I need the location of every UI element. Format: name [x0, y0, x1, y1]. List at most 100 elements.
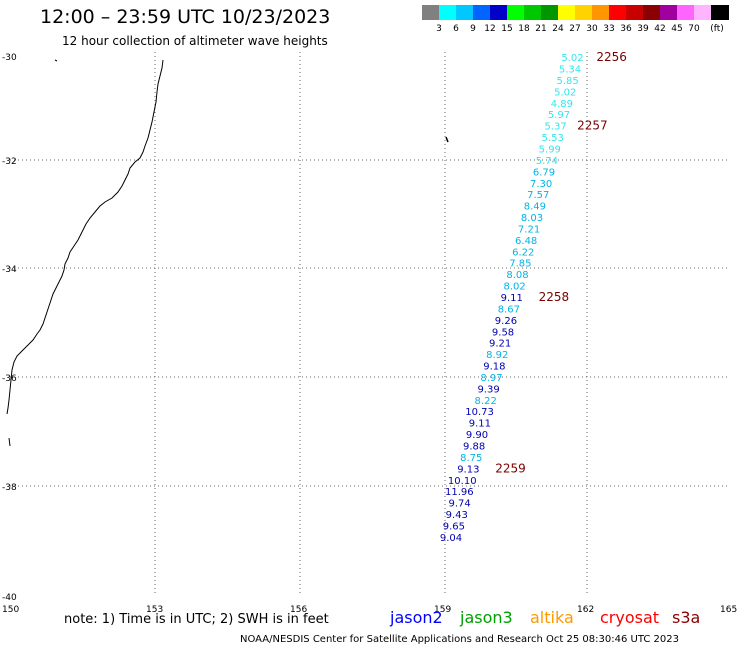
- legend-swatch: [541, 5, 559, 20]
- wave-height-label: 5.85: [556, 76, 578, 87]
- chart-subtitle: 12 hour collection of altimeter wave hei…: [62, 34, 328, 48]
- legend-label: 6: [453, 24, 459, 34]
- legend-label: 42: [654, 24, 666, 34]
- wave-height-label: 8.22: [475, 396, 497, 407]
- wave-height-label: 5.99: [539, 144, 561, 155]
- time-marker-label: 2258: [539, 290, 570, 304]
- legend-swatch: [456, 5, 474, 20]
- wave-height-label: 5.37: [544, 122, 566, 133]
- satellite-s3a: s3a: [672, 608, 701, 627]
- wave-height-label: 6.22: [512, 247, 534, 258]
- wave-height-label: 8.08: [506, 270, 528, 281]
- wave-height-label: 9.90: [466, 430, 488, 441]
- lat-label-32: -32: [2, 157, 17, 167]
- legend-swatch: [439, 5, 457, 20]
- wave-height-label: 9.65: [443, 521, 465, 532]
- legend-swatch: [711, 5, 729, 20]
- wave-height-label: 6.79: [533, 167, 555, 178]
- legend-swatch: [575, 5, 593, 20]
- lon-label-162: 162: [577, 605, 594, 615]
- wave-height-label: 8.92: [486, 350, 508, 361]
- wave-height-label: 9.26: [495, 316, 517, 327]
- wave-height-label: 7.85: [509, 259, 531, 270]
- legend-swatch: [643, 5, 661, 20]
- satellite-jason2: jason2: [390, 608, 443, 627]
- wave-height-label: 7.21: [518, 224, 540, 235]
- altimeter-observations: 5.025.345.855.024.895.975.375.535.995.74…: [440, 53, 584, 544]
- legend-label: 12: [484, 24, 496, 34]
- wave-height-label: 10.73: [465, 407, 494, 418]
- lat-label-36: -36: [2, 374, 17, 384]
- time-marker-label: 2257: [577, 119, 608, 133]
- legend-label: 33: [603, 24, 615, 34]
- island-mark: [445, 136, 449, 143]
- gridlines: [10, 52, 730, 596]
- coastline: [6, 59, 164, 415]
- wave-height-label: 9.18: [483, 362, 505, 373]
- wave-height-label: 5.53: [542, 133, 564, 144]
- wave-height-label: 8.03: [521, 213, 543, 224]
- legend-label: 36: [620, 24, 632, 34]
- legend-label: 9: [470, 24, 476, 34]
- satellite-jason3: jason3: [460, 608, 513, 627]
- legend-swatch: [609, 5, 627, 20]
- wave-height-label: 9.74: [449, 499, 471, 510]
- legend-label: 27: [569, 24, 581, 34]
- legend-label: 15: [501, 24, 513, 34]
- wave-height-label: 5.02: [561, 53, 583, 64]
- legend-label: 3: [436, 24, 442, 34]
- lat-label-40: -40: [2, 593, 17, 603]
- wave-height-label: 9.11: [501, 293, 523, 304]
- legend-swatch: [660, 5, 678, 20]
- legend-label: 21: [535, 24, 547, 34]
- legend-swatch: [677, 5, 695, 20]
- wave-height-label: 7.30: [530, 179, 552, 190]
- satellite-altika: altika: [530, 608, 574, 627]
- time-markers: 2256 2257 2258 2259: [495, 50, 627, 475]
- lat-label-38: -38: [2, 483, 17, 493]
- wave-height-label: 9.88: [463, 442, 485, 453]
- wave-height-label: 9.11: [469, 419, 491, 430]
- wave-height-label: 9.13: [457, 464, 479, 475]
- wave-height-label: 9.58: [492, 327, 514, 338]
- wave-height-label: 11.96: [445, 487, 474, 498]
- wave-height-label: 7.57: [527, 190, 549, 201]
- wave-height-label: 8.49: [524, 202, 546, 213]
- wave-height-label: 10.10: [448, 476, 477, 487]
- satellite-cryosat: cryosat: [600, 608, 660, 627]
- lon-label-156: 156: [290, 605, 307, 615]
- footer-note: note: 1) Time is in UTC; 2) SWH is in fe…: [64, 612, 329, 627]
- wave-height-label: 8.67: [498, 304, 520, 315]
- legend-label: 30: [586, 24, 598, 34]
- wave-height-label: 5.74: [536, 156, 558, 167]
- legend-swatch: [694, 5, 712, 20]
- legend-label: 45: [671, 24, 683, 34]
- wave-height-label: 9.43: [446, 510, 468, 521]
- time-marker-label: 2259: [495, 461, 526, 475]
- wave-height-label: 8.02: [503, 282, 525, 293]
- wave-height-label: 8.97: [480, 373, 502, 384]
- lon-label-159: 159: [434, 605, 451, 615]
- legend-unit: (ft): [710, 24, 724, 34]
- wave-height-label: 9.04: [440, 533, 462, 544]
- legend-swatch: [422, 5, 440, 20]
- lon-label-150: 150: [2, 605, 19, 615]
- wave-height-label: 6.48: [515, 236, 537, 247]
- time-marker-label: 2256: [596, 50, 627, 64]
- wave-height-label: 8.75: [460, 453, 482, 464]
- legend-label: 24: [552, 24, 564, 34]
- wave-height-label: 5.34: [559, 65, 581, 76]
- wave-height-label: 9.21: [489, 339, 511, 350]
- point-mark: [54, 59, 58, 62]
- legend-swatch: [473, 5, 491, 20]
- legend-swatch: [524, 5, 542, 20]
- lat-label-30: -30: [2, 53, 17, 63]
- legend-swatch: [507, 5, 525, 20]
- wave-height-label: 9.39: [477, 384, 499, 395]
- legend-label: 70: [688, 24, 700, 34]
- legend-swatch: [626, 5, 644, 20]
- wave-height-label: 5.97: [548, 110, 570, 121]
- footer-credit: NOAA/NESDIS Center for Satellite Applica…: [240, 634, 679, 645]
- legend-label: 18: [518, 24, 530, 34]
